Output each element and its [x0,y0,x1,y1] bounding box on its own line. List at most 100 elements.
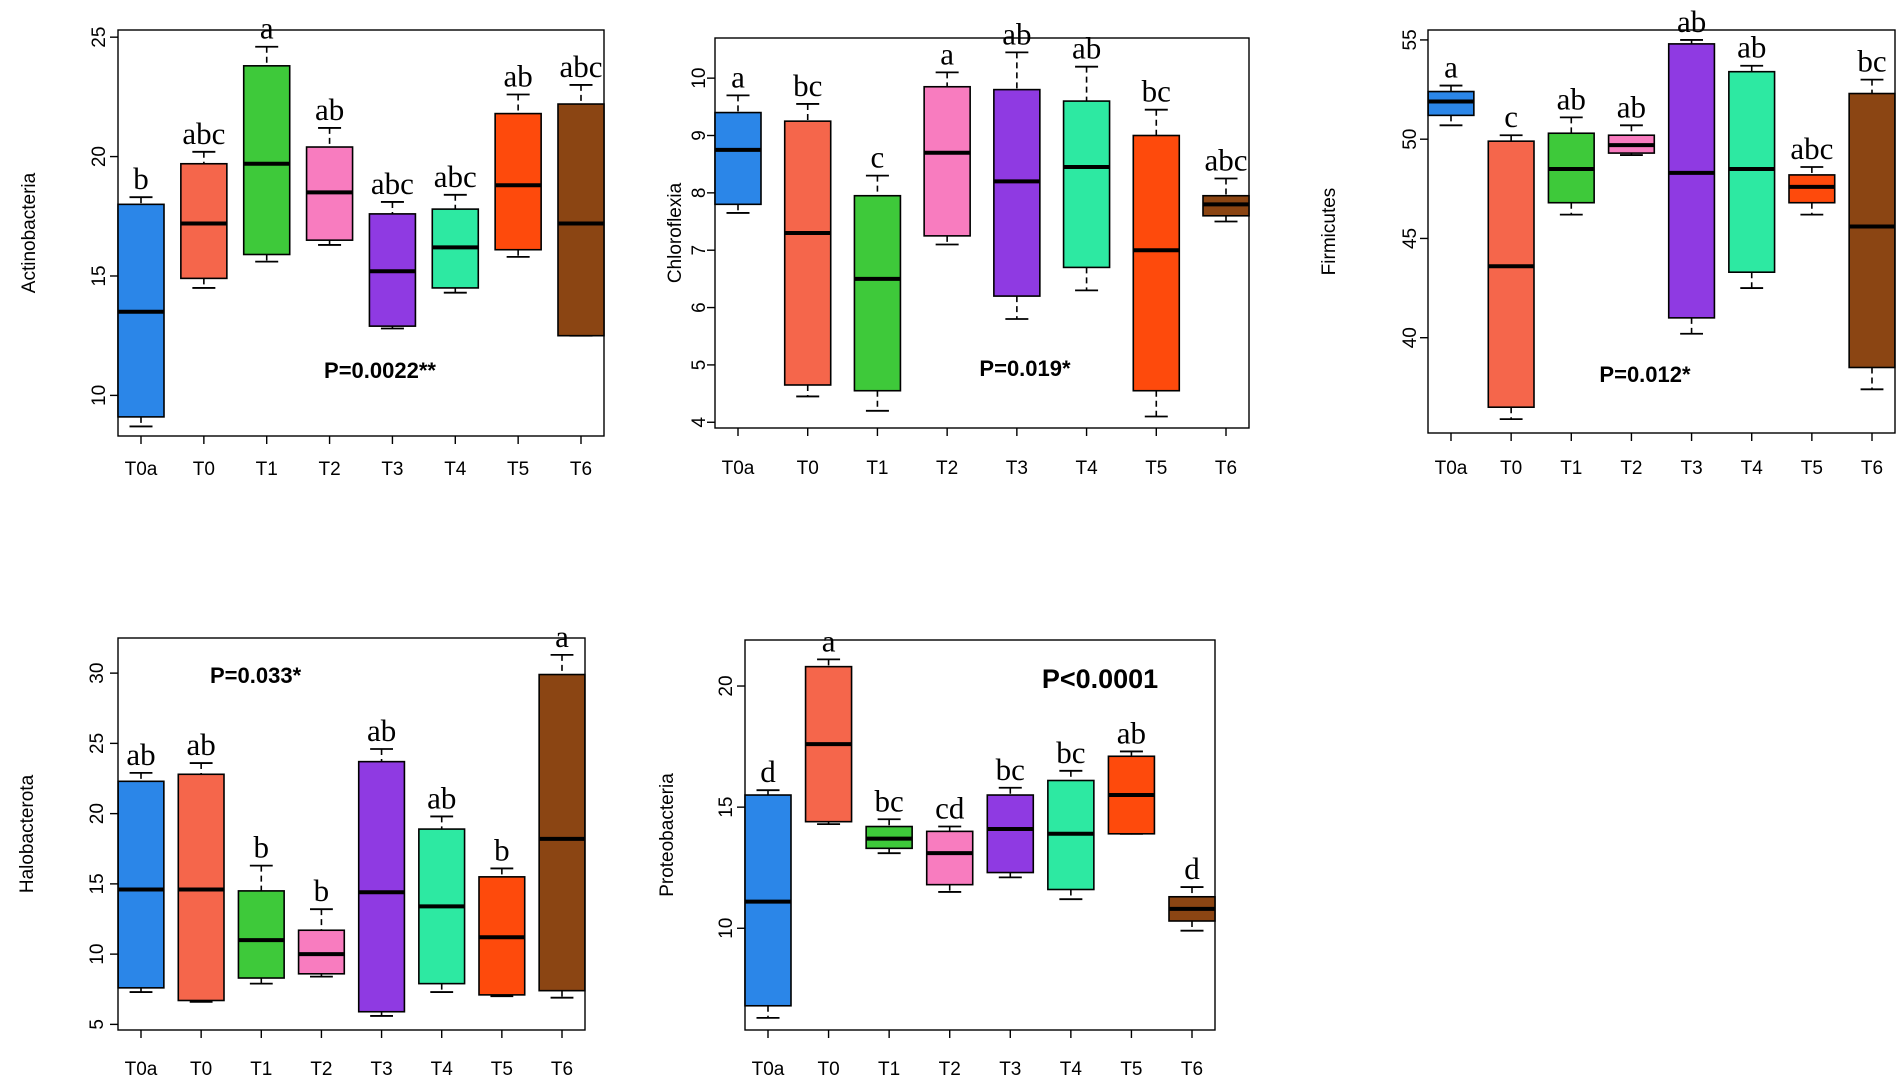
box-T3: bc T3 [986,752,1035,1080]
significance-letter: ab [187,727,216,762]
iqr-box [925,830,974,886]
x-tick-label: T3 [381,459,403,480]
significance-letter: bc [1142,74,1171,109]
box-T1: ab T1 [1547,81,1595,479]
iqr-box [557,103,605,337]
iqr-box [783,120,832,386]
boxplot-panel-halobacterota: 51015202530HalobacterotaabT0aabT0bT1bT2a… [17,619,586,1080]
box-T5: ab T5 [1107,715,1156,1080]
iqr-box [1132,134,1181,392]
box-T3: ab T3 [357,713,406,1080]
box-T1: c T1 [853,140,902,479]
iqr-box [494,112,542,251]
box-T6: d T6 [1168,851,1216,1080]
box-T1: bc T1 [865,783,913,1080]
box-T5: b T5 [478,832,526,1080]
iqr-box [538,673,586,992]
p-value-label: P=0.033* [210,663,302,688]
box-T0: a T0 [804,623,853,1080]
iqr-box [242,65,291,256]
significance-letter: d [1184,851,1200,886]
significance-letter: bc [996,752,1025,787]
y-tick-label: 15 [716,797,737,818]
x-tick-label: T3 [1006,458,1028,479]
significance-letter: bc [1857,44,1886,79]
box-T0a: a T0a [714,59,762,479]
x-tick-label: T5 [1145,458,1167,479]
x-tick-label: T5 [491,1059,513,1080]
significance-letter: cd [935,791,965,826]
iqr-box [237,890,285,979]
significance-letter: a [940,36,954,71]
significance-letter: b [254,830,270,865]
significance-letter: abc [182,116,225,151]
iqr-box [993,88,1041,297]
y-tick-label: 8 [689,188,710,199]
x-tick-label: T4 [444,459,467,480]
significance-letter: b [494,832,510,867]
iqr-box [1062,100,1111,269]
iqr-box [923,85,971,237]
significance-letter: ab [1737,30,1766,65]
box-T0a: a T0a [1427,50,1475,479]
x-tick-label: T6 [551,1059,573,1080]
y-tick-label: 55 [1400,29,1421,50]
significance-letter: bc [875,783,904,818]
box-T2: ab T2 [305,92,354,480]
significance-letter: a [822,623,836,658]
x-tick-label: T0 [193,459,215,480]
p-value-label: P<0.0001 [1042,664,1158,694]
x-tick-label: T3 [999,1059,1021,1080]
y-tick-label: 20 [716,675,737,696]
x-tick-label: T4 [431,1059,454,1080]
y-tick-label: 9 [689,130,710,141]
x-tick-label: T3 [1680,458,1702,479]
x-tick-label: T2 [936,458,958,479]
box-T0: abc T0 [180,116,228,480]
x-tick-label: T6 [1861,458,1883,479]
y-tick-label: 20 [87,803,108,824]
x-tick-label: T1 [878,1059,900,1080]
box-T6: bc T6 [1848,44,1896,479]
x-tick-label: T2 [939,1059,961,1080]
significance-letter: abc [1204,143,1247,178]
significance-letter: ab [1617,89,1646,124]
box-T0a: b T0a [117,161,165,480]
p-value-label: P=0.0022** [324,358,436,383]
x-tick-label: T6 [1181,1059,1203,1080]
y-axis-title: Chloroflexia [665,182,686,283]
boxplot-panel-firmicutes: 40 45 50 55 Firmicutes a T0a c T0 ab T1 ab T2 ab T3 ab T… [1319,4,1896,479]
box-T1: b T1 [237,830,285,1080]
x-tick-label: T6 [570,459,592,480]
y-tick-label: 10 [716,918,737,939]
x-tick-label: T0 [1500,458,1522,479]
box-T0: ab T0 [177,727,225,1080]
x-tick-label: T0a [752,1059,785,1080]
iqr-box [1667,43,1716,319]
significance-letter: a [260,11,274,46]
significance-letter: b [314,873,330,908]
significance-letter: ab [315,92,344,127]
x-tick-label: T2 [310,1059,332,1080]
box-T6: a T6 [538,619,586,1080]
significance-letter: ab [367,713,396,748]
box-T5: ab T5 [494,58,542,480]
significance-letter: ab [504,58,533,93]
y-tick-label: 40 [1400,327,1421,348]
iqr-box [1728,70,1776,273]
y-tick-label: 5 [689,360,710,371]
significance-letter: abc [434,159,477,194]
significance-letter: abc [371,166,414,201]
box-T6: abc T6 [1202,143,1250,479]
x-tick-label: T2 [318,459,340,480]
y-tick-label: 10 [89,385,110,406]
y-axis-title: Halobacterota [17,774,38,893]
iqr-box [714,111,762,206]
significance-letter: ab [1072,31,1101,66]
x-tick-label: T4 [1741,458,1764,479]
x-tick-label: T0 [797,458,819,479]
x-tick-label: T4 [1075,458,1098,479]
box-T2: b T2 [297,873,346,1080]
significance-letter: c [871,140,885,175]
x-tick-label: T1 [1560,458,1582,479]
